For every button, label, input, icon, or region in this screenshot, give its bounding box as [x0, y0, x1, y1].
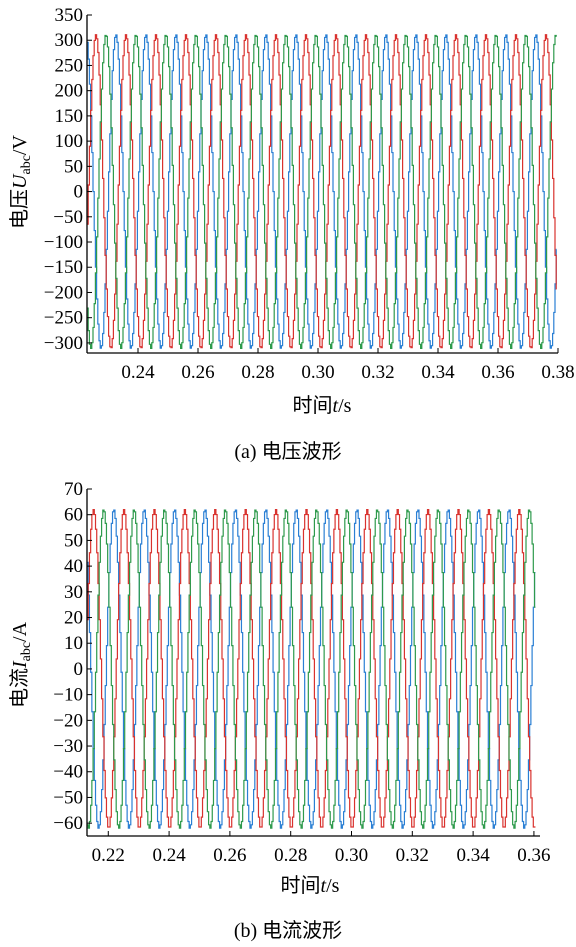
voltage-phase-2-line — [87, 34, 557, 349]
current-y-tick-label: −10 — [53, 685, 83, 706]
current-y-tick-label: 60 — [64, 505, 83, 526]
voltage-y-tick-label: −100 — [44, 232, 83, 253]
current-y-tick-label: 20 — [64, 608, 83, 629]
current-y-tick-label: −30 — [53, 736, 83, 757]
current-y-tick-label: 40 — [64, 556, 83, 577]
current-y-tick-label: −20 — [53, 710, 83, 731]
voltage-y-tick-label: 50 — [64, 156, 83, 177]
voltage-y-tick-label: −300 — [44, 333, 83, 354]
voltage-figure-caption: (a) 电压波形 — [234, 440, 341, 463]
current-x-tick-label: 0.32 — [396, 845, 429, 866]
current-x-tick-label: 0.34 — [456, 845, 490, 866]
voltage-y-tick-label: −50 — [53, 207, 83, 228]
current-y-tick-label: 0 — [74, 659, 84, 680]
current-x-tick-label: 0.28 — [274, 845, 307, 866]
current-x-axis-label: 时间t/s — [281, 874, 340, 897]
current-waveform-chart: −60 −50 −40 −30 −20 −10 0 10 20 30 40 50 60 70 0.22 0.2… — [8, 479, 551, 942]
current-phase-1-line — [87, 509, 536, 829]
current-y-tick-label: 10 — [64, 633, 83, 654]
voltage-y-tick-label: 350 — [55, 5, 84, 26]
voltage-y-tick-label: 200 — [55, 81, 84, 102]
current-y-tick-label: −50 — [53, 787, 83, 808]
voltage-y-tick-label: 0 — [74, 182, 84, 203]
voltage-y-tick-label: −200 — [44, 282, 83, 303]
current-phase-2-line — [87, 508, 536, 828]
current-y-tick-label: 70 — [64, 479, 83, 500]
voltage-y-tick-label: −150 — [44, 257, 83, 278]
voltage-series-layer — [87, 34, 557, 350]
current-axes: −60 −50 −40 −30 −20 −10 0 10 20 30 40 50 60 70 0.22 0.2… — [53, 479, 550, 866]
voltage-y-tick-label: −250 — [44, 308, 83, 329]
voltage-x-axis-label: 时间t/s — [293, 394, 352, 417]
current-y-tick-label: −40 — [53, 762, 83, 783]
voltage-y-tick-label: 150 — [55, 106, 84, 127]
voltage-phase-1-line — [87, 34, 557, 349]
voltage-x-tick-label: 0.26 — [181, 362, 214, 383]
voltage-x-tick-label: 0.38 — [541, 362, 574, 383]
voltage-x-tick-label: 0.28 — [241, 362, 274, 383]
current-x-tick-label: 0.30 — [335, 845, 368, 866]
current-y-tick-label: −60 — [53, 813, 83, 834]
voltage-x-tick-label: 0.34 — [421, 362, 455, 383]
current-series-layer — [87, 508, 536, 829]
current-x-tick-label: 0.26 — [213, 845, 246, 866]
current-y-tick-label: 50 — [64, 530, 83, 551]
voltage-x-tick-label: 0.30 — [301, 362, 334, 383]
voltage-x-tick-label: 0.36 — [481, 362, 514, 383]
current-x-tick-label: 0.24 — [152, 845, 186, 866]
voltage-x-tick-label: 0.24 — [121, 362, 155, 383]
voltage-y-tick-label: 100 — [55, 131, 84, 152]
voltage-waveform-chart: −300 −250 −200 −150 −100 −50 0 50 100 150 200 250 30… — [8, 5, 575, 463]
voltage-phase-3-line — [87, 34, 557, 350]
current-y-tick-label: 30 — [64, 582, 83, 603]
current-phase-3-line — [87, 509, 536, 829]
voltage-y-axis-label: 电压Uabc/V — [8, 134, 34, 228]
voltage-x-tick-label: 0.32 — [361, 362, 394, 383]
current-x-tick-label: 0.36 — [517, 845, 550, 866]
voltage-y-tick-label: 300 — [55, 30, 84, 51]
voltage-y-tick-label: 250 — [55, 55, 84, 76]
current-x-tick-label: 0.22 — [92, 845, 125, 866]
current-figure-caption: (b) 电流波形 — [234, 919, 342, 942]
voltage-axes: −300 −250 −200 −150 −100 −50 0 50 100 150 200 250 30… — [44, 5, 575, 383]
current-y-axis-label: 电流Iabc/A — [8, 621, 34, 708]
